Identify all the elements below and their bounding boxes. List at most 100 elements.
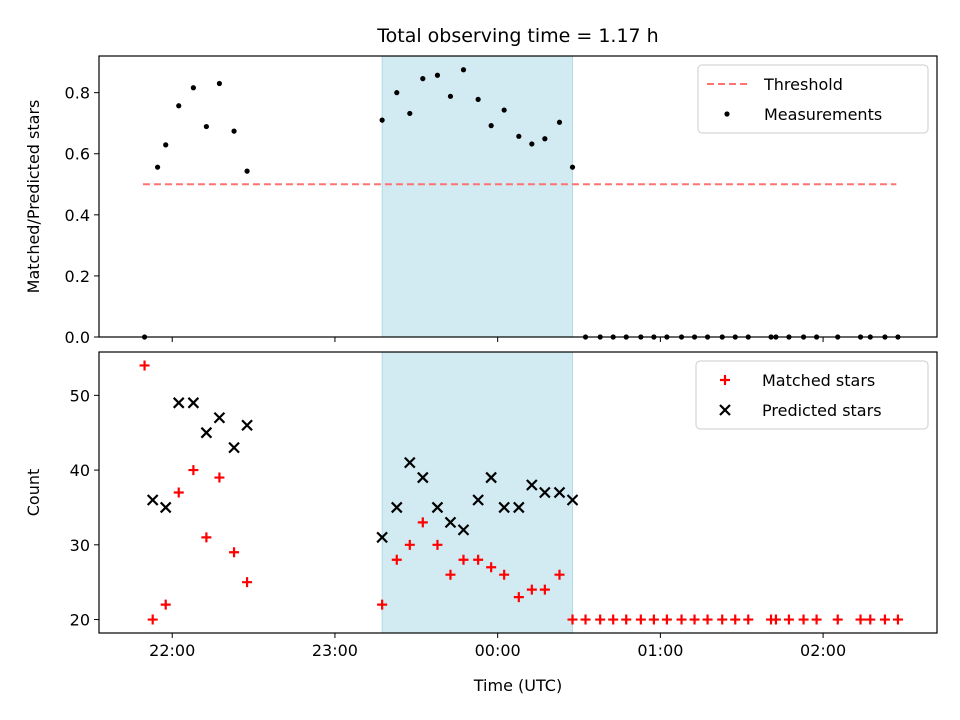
- matched-stars-point: [539, 584, 550, 595]
- matched-stars-point: [139, 360, 150, 371]
- legend: Matched stars Predicted stars: [695, 360, 929, 430]
- measurements-point: [501, 107, 507, 113]
- x-tick-label: 00:00: [475, 641, 521, 660]
- legend-matched-stars-swatch: [720, 375, 730, 385]
- matched-stars-point: [661, 614, 672, 625]
- measurements-point: [176, 103, 182, 109]
- y-tick-label: 20: [70, 611, 90, 630]
- predicted-stars-point: [228, 441, 240, 454]
- matched-stars-point: [242, 577, 253, 588]
- matched-stars-point: [160, 599, 171, 610]
- measurements-point: [216, 80, 223, 87]
- matched-stars-point: [188, 465, 199, 476]
- matched-stars-point: [798, 614, 809, 625]
- predicted-stars-point: [485, 471, 497, 484]
- matched-stars-point: [855, 614, 866, 625]
- predicted-stars-point: [159, 501, 172, 514]
- matched-stars-point: [567, 614, 578, 625]
- matched-stars-point: [635, 614, 646, 625]
- matched-stars-point: [743, 614, 754, 625]
- predicted-stars-point: [513, 501, 525, 514]
- predicted-stars-point: [566, 494, 579, 506]
- measurements-point: [516, 133, 522, 139]
- measurements-point: [190, 85, 196, 91]
- matched-stars-point: [377, 599, 388, 610]
- predicted-stars-point: [376, 531, 388, 544]
- x-axis-label: Time (UTC): [473, 676, 562, 695]
- y-tick-label: 0.2: [65, 267, 90, 286]
- matched-stars-point: [201, 532, 212, 543]
- matched-stars-point: [770, 614, 781, 625]
- matched-stars-point: [417, 517, 428, 528]
- predicted-stars-point: [444, 516, 457, 529]
- matched-stars-point: [391, 554, 402, 565]
- predicted-stars-point: [498, 501, 510, 514]
- matched-stars-point: [526, 584, 537, 595]
- matched-stars-point: [513, 592, 524, 603]
- measurements-point: [154, 164, 161, 170]
- legend-measurements-swatch: [724, 111, 730, 117]
- matched-stars-point: [580, 614, 591, 625]
- chart-title: Total observing time = 1.17 h: [376, 25, 658, 47]
- matched-stars-point: [554, 569, 565, 580]
- y-tick-label: 40: [70, 461, 90, 480]
- legend-matched-stars-label: Matched stars: [762, 371, 875, 390]
- x-tick-label: 23:00: [312, 641, 358, 660]
- predicted-stars-point: [457, 524, 470, 536]
- matched-stars-point: [832, 614, 843, 625]
- predicted-stars-point: [553, 486, 566, 499]
- measurements-series: [141, 67, 901, 340]
- matched-stars-point: [608, 614, 619, 625]
- predicted-stars-point: [241, 419, 253, 432]
- measurements-point: [163, 142, 169, 148]
- observing-span: [381, 55, 574, 338]
- y-tick-label: 0.8: [65, 84, 90, 103]
- axes-frame: [98, 55, 938, 338]
- matched-stars-point: [404, 539, 415, 550]
- ratio-panel: 0.0 0.2 0.4 0.6 0.8 Matched/Predicted stars Th…: [24, 55, 938, 347]
- matched-stars-point: [445, 569, 456, 580]
- matched-stars-point: [486, 562, 497, 573]
- matched-stars-point: [730, 614, 741, 625]
- predicted-stars-point: [472, 494, 484, 506]
- matched-stars-point: [214, 472, 225, 483]
- legend-measurements-label: Measurements: [764, 105, 882, 124]
- predicted-stars-point: [431, 501, 444, 514]
- measurements-point: [407, 110, 413, 117]
- measurements-point: [231, 128, 237, 134]
- observing-span: [381, 351, 574, 634]
- matched-stars-point: [676, 614, 687, 625]
- legend-predicted-stars-label: Predicted stars: [762, 401, 882, 420]
- measurements-point: [488, 123, 494, 129]
- matched-stars-point: [811, 614, 822, 625]
- measurements-point: [556, 119, 563, 125]
- predicted-stars-point: [539, 486, 551, 499]
- y-tick-label: 0.6: [65, 145, 90, 164]
- matched-stars-point: [595, 614, 606, 625]
- y-tick-label: 0.4: [65, 206, 90, 225]
- matched-stars-point: [717, 614, 728, 625]
- predicted-stars-point: [526, 479, 538, 491]
- measurements-point: [244, 168, 250, 174]
- measurements-point: [475, 96, 481, 102]
- matched-stars-point: [892, 614, 903, 625]
- measurements-point: [529, 141, 535, 147]
- y-axis-label: Count: [24, 469, 43, 517]
- matched-stars-point: [147, 614, 158, 625]
- measurements-point: [379, 117, 385, 123]
- matched-stars-point: [783, 614, 794, 625]
- x-tick-label: 22:00: [149, 641, 195, 660]
- measurements-point: [460, 67, 467, 73]
- y-tick-label: 50: [70, 386, 90, 405]
- measurements-point: [569, 164, 576, 170]
- matched-stars-series: [139, 360, 903, 625]
- measurements-point: [420, 76, 426, 82]
- predicted-stars-point: [200, 426, 213, 439]
- matched-stars-point: [621, 614, 632, 625]
- legend-frame: [697, 64, 929, 134]
- matched-stars-point: [702, 614, 713, 625]
- legend-predicted-stars-swatch: [719, 404, 731, 416]
- predicted-stars-point: [213, 411, 226, 424]
- predicted-stars-point: [390, 501, 403, 514]
